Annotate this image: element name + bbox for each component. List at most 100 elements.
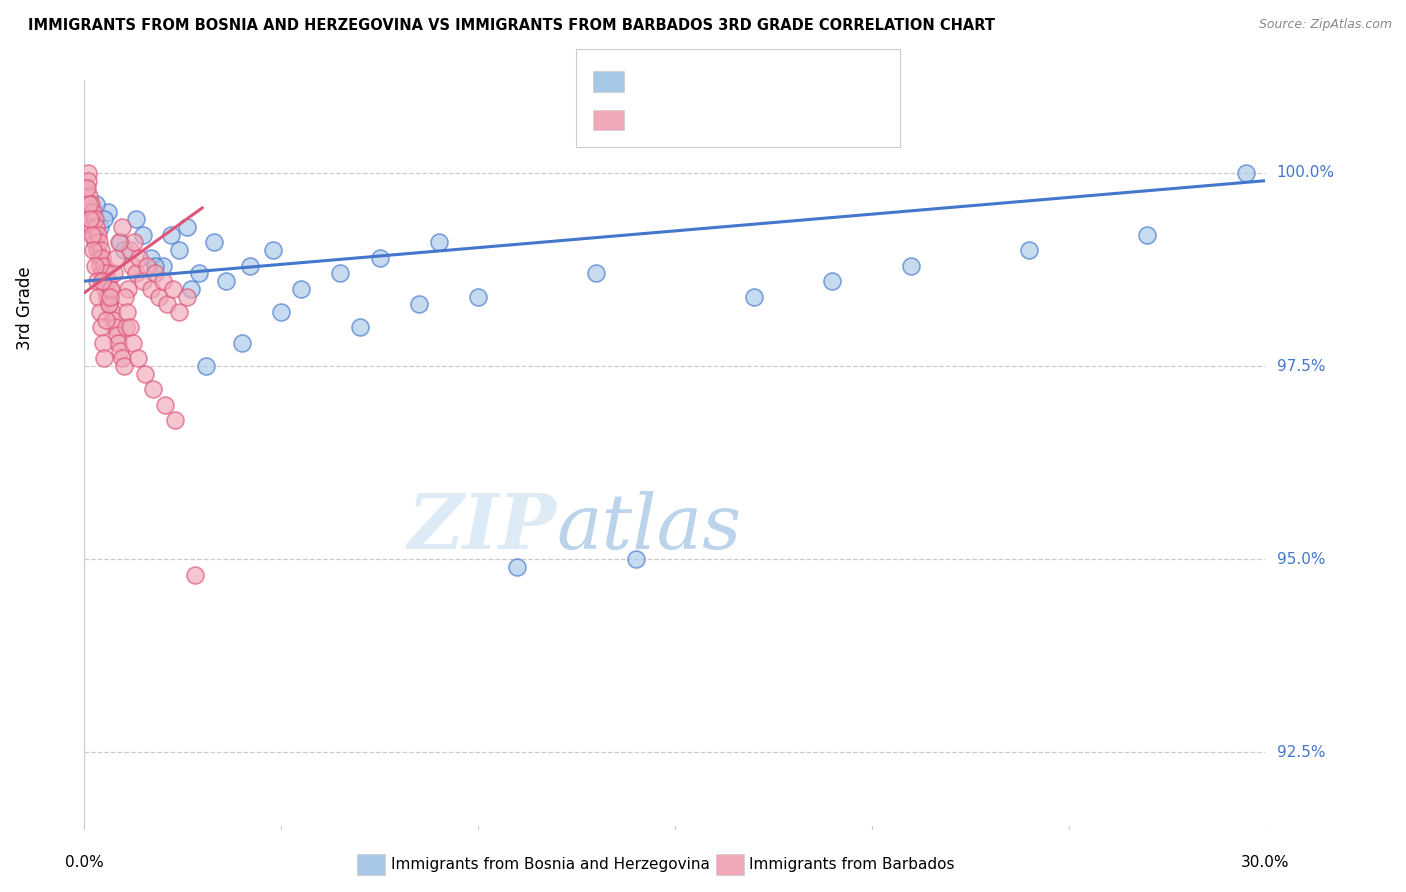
Point: [93, 212, 115, 227]
Point: [141, 282, 163, 296]
Point: [75, 181, 97, 195]
Point: [152, 259, 174, 273]
Point: [77, 189, 100, 203]
Text: IMMIGRANTS FROM BOSNIA AND HERZEGOVINA VS IMMIGRANTS FROM BARBADOS 3RD GRADE COR: IMMIGRANTS FROM BOSNIA AND HERZEGOVINA V…: [28, 18, 995, 33]
Point: [132, 227, 155, 242]
Point: [136, 259, 159, 273]
Point: [104, 251, 127, 265]
Point: [89, 259, 111, 273]
Point: [329, 266, 352, 280]
Point: [132, 274, 155, 288]
Point: [156, 297, 179, 311]
Point: [91, 251, 114, 265]
Point: [94, 266, 117, 280]
Point: [160, 227, 183, 242]
Point: [93, 351, 115, 366]
Point: [349, 320, 371, 334]
Point: [104, 320, 127, 334]
Point: [115, 305, 138, 319]
Point: [162, 282, 184, 296]
Point: [215, 274, 238, 288]
Point: [467, 289, 489, 303]
Point: [270, 305, 292, 319]
Point: [121, 259, 143, 273]
Point: [97, 297, 120, 311]
Text: 95.0%: 95.0%: [1277, 551, 1324, 566]
Point: [176, 289, 198, 303]
Point: [111, 220, 134, 235]
Point: [90, 244, 112, 258]
Text: 92.5%: 92.5%: [1277, 745, 1324, 760]
Point: [96, 312, 118, 326]
Point: [86, 274, 108, 288]
Text: Source: ZipAtlas.com: Source: ZipAtlas.com: [1258, 18, 1392, 31]
Point: [98, 297, 121, 311]
Point: [96, 289, 118, 303]
Point: [112, 244, 135, 258]
Point: [86, 244, 108, 258]
Point: [176, 220, 198, 235]
Point: [900, 259, 922, 273]
Point: [76, 166, 98, 180]
Point: [127, 351, 149, 366]
Point: [82, 204, 104, 219]
Text: 3rd Grade: 3rd Grade: [17, 267, 34, 350]
Point: [290, 282, 312, 296]
Text: atlas: atlas: [557, 491, 742, 566]
Point: [94, 282, 117, 296]
Point: [90, 266, 112, 280]
Point: [98, 289, 121, 303]
Point: [167, 305, 190, 319]
Point: [195, 359, 218, 373]
Point: [114, 320, 136, 334]
Point: [108, 343, 131, 358]
Point: [1018, 244, 1040, 258]
Point: [128, 251, 150, 265]
Point: [79, 212, 101, 227]
Point: [90, 320, 112, 334]
Point: [100, 282, 122, 296]
Text: ZIP: ZIP: [408, 491, 557, 566]
Point: [77, 174, 100, 188]
Point: [143, 266, 166, 280]
Point: [89, 220, 111, 235]
Point: [76, 181, 98, 195]
Point: [82, 220, 104, 235]
Point: [87, 289, 110, 303]
Point: [1234, 166, 1257, 180]
Point: [80, 227, 103, 242]
Point: [239, 259, 262, 273]
Point: [427, 235, 450, 250]
Point: [585, 266, 607, 280]
Point: [105, 328, 128, 343]
Point: [148, 289, 170, 303]
Text: 100.0%: 100.0%: [1277, 166, 1334, 180]
Point: [103, 312, 125, 326]
Point: [742, 289, 765, 303]
Point: [87, 227, 110, 242]
Point: [124, 266, 146, 280]
Point: [821, 274, 844, 288]
Text: 97.5%: 97.5%: [1277, 359, 1324, 374]
Point: [153, 398, 176, 412]
Point: [89, 235, 111, 250]
Point: [91, 335, 114, 350]
Point: [624, 552, 647, 566]
Point: [118, 244, 141, 258]
Point: [167, 244, 190, 258]
Point: [180, 282, 202, 296]
Point: [84, 197, 107, 211]
Point: [122, 335, 145, 350]
Point: [89, 305, 111, 319]
Point: [187, 266, 209, 280]
Point: [163, 413, 186, 427]
Point: [152, 274, 174, 288]
Point: [142, 382, 165, 396]
Point: [134, 367, 156, 381]
Point: [118, 320, 141, 334]
Point: [83, 212, 105, 227]
Point: [141, 251, 163, 265]
Point: [91, 274, 114, 288]
Point: [108, 235, 131, 250]
Text: Immigrants from Barbados: Immigrants from Barbados: [749, 857, 955, 871]
